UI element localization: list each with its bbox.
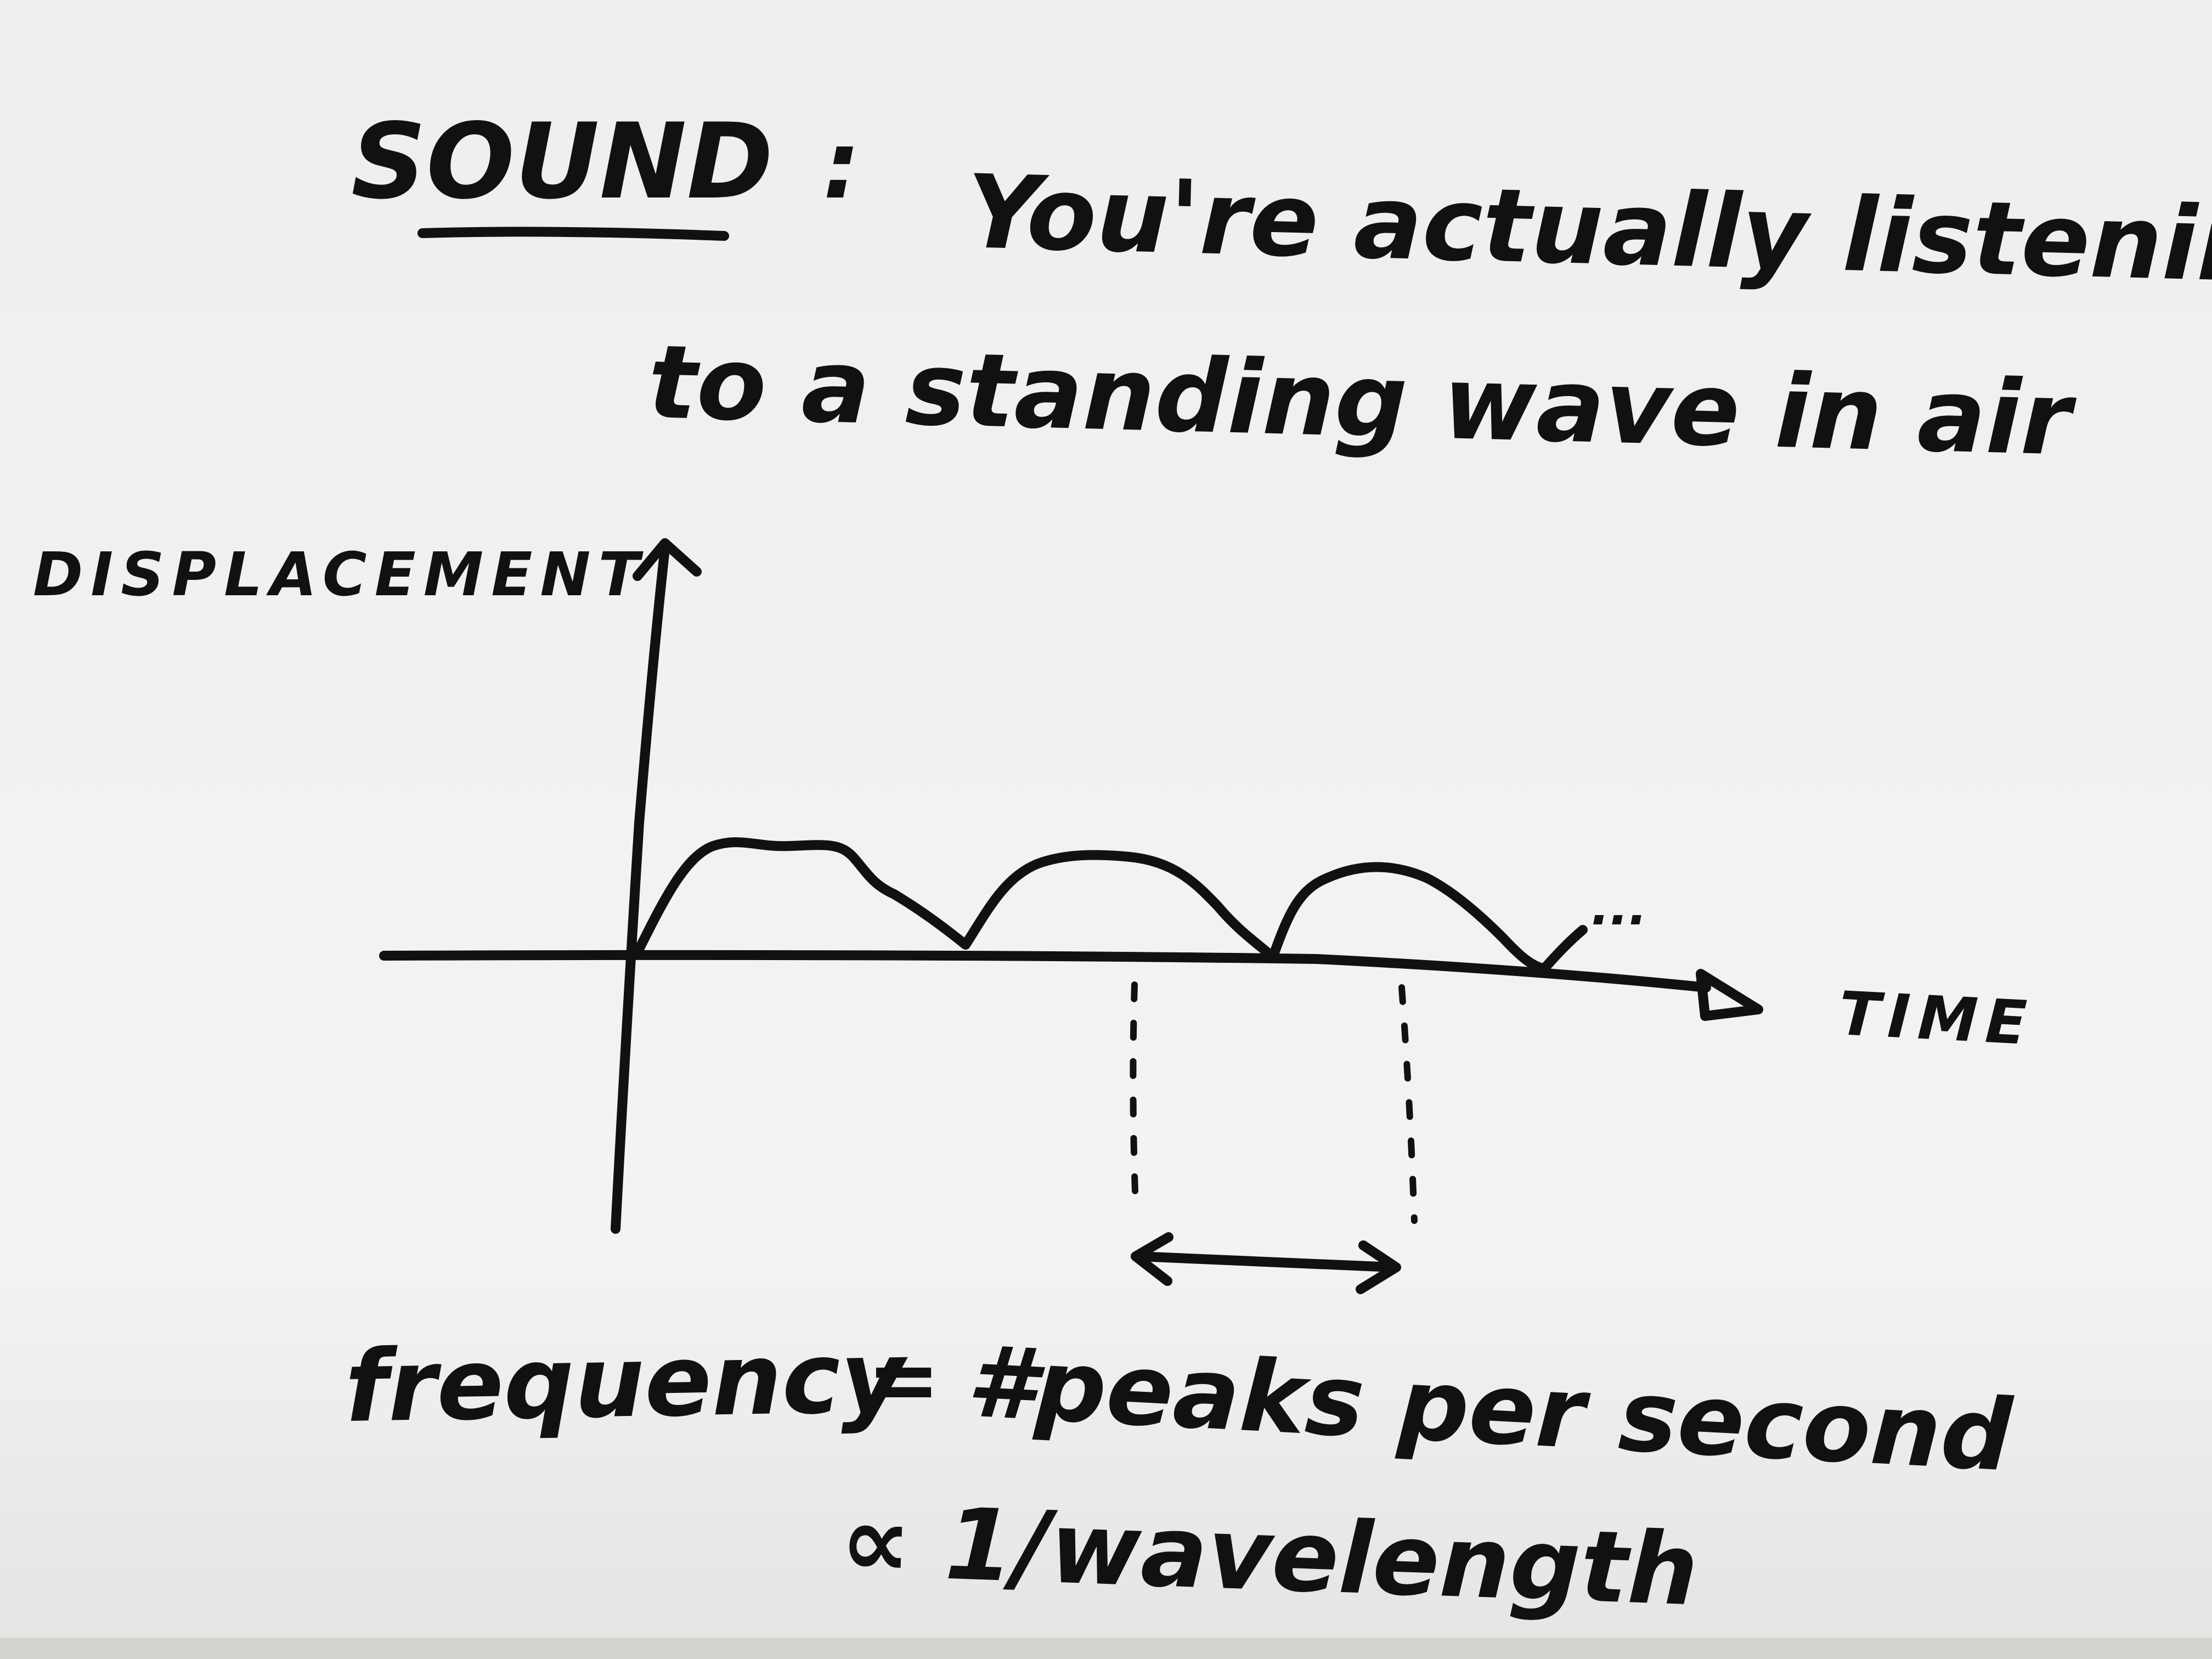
y-axis-label: DISPLACEMENT	[33, 539, 647, 610]
y-axis-line	[611, 544, 670, 1234]
wavelength-guide-right	[1398, 984, 1418, 1224]
formula-peaks-per-second: #peaks per second	[964, 1324, 2016, 1494]
wavelength-guide-left	[1130, 981, 1139, 1210]
wavelength-arrow-left-head	[1131, 1232, 1173, 1286]
title-underline	[417, 227, 729, 241]
paper-edge-shadow	[0, 1638, 2212, 1659]
wave-continuation-stroke	[1541, 925, 1588, 972]
title-line-1: You're actually listening	[965, 153, 2212, 307]
wave-continuation-dots: ...	[1591, 879, 1647, 936]
x-axis-line	[379, 950, 1711, 992]
formula-equals: =	[867, 1328, 940, 1431]
title-word: SOUND	[351, 101, 773, 222]
y-axis-arrowhead	[633, 538, 702, 581]
wavelength-arrow-right-head	[1356, 1240, 1401, 1294]
formula-proportional-wavelength: ∝ 1/wavelength	[838, 1483, 1700, 1628]
title-separator: :	[823, 111, 860, 220]
standing-wave-curve	[634, 837, 1549, 974]
title-line-2: to a standing wave in air	[647, 323, 2078, 478]
x-axis-label: TIME	[1837, 978, 2036, 1058]
formula-frequency: frequency	[344, 1320, 910, 1444]
wavelength-arrow-shaft	[1133, 1251, 1398, 1272]
x-axis-arrowhead	[1696, 969, 1763, 1021]
